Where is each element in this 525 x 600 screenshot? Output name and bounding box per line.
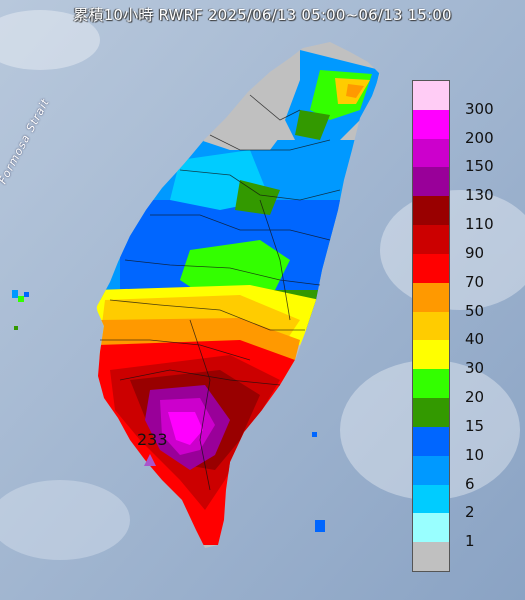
offshore-islands [12,290,325,532]
peak-marker-icon [144,454,156,466]
legend-swatch [413,542,449,572]
legend-swatch [413,455,449,486]
legend-label: 300 [465,99,494,118]
peak-value: 233 [137,430,168,449]
map-title: 累積10小時 RWRF 2025/06/13 05:00~06/13 15:00 [73,6,452,24]
legend-swatch [413,225,449,255]
legend-label: 1 [465,532,475,551]
legend-label: 30 [465,359,485,378]
legend-colorbar [412,80,450,572]
county-boundaries [100,94,341,491]
legend-label: 20 [465,388,485,407]
legend-label: 2 [465,503,475,522]
legend-swatch [413,340,449,370]
legend-swatch [413,167,449,197]
legend-swatch [413,109,449,140]
legend-label: 10 [465,445,485,464]
legend-label: 130 [465,186,494,205]
legend-label: 70 [465,272,485,291]
legend-swatch [413,513,449,543]
legend-swatch [413,138,449,168]
legend-label: 6 [465,474,475,493]
legend-label: 15 [465,416,485,435]
legend-swatch [413,81,449,111]
legend-label: 110 [465,215,494,234]
legend-swatch [413,282,449,313]
legend-label: 40 [465,330,485,349]
legend-swatch [413,484,449,514]
legend-swatch [413,369,449,399]
legend-label: 90 [465,243,485,262]
legend-swatch [413,196,449,226]
legend-swatch [413,311,449,341]
legend-label: 50 [465,301,485,320]
legend-swatch [413,398,449,428]
legend-label: 150 [465,157,494,176]
legend-label: 200 [465,128,494,147]
legend-swatch [413,426,449,457]
legend-swatch [413,253,449,284]
